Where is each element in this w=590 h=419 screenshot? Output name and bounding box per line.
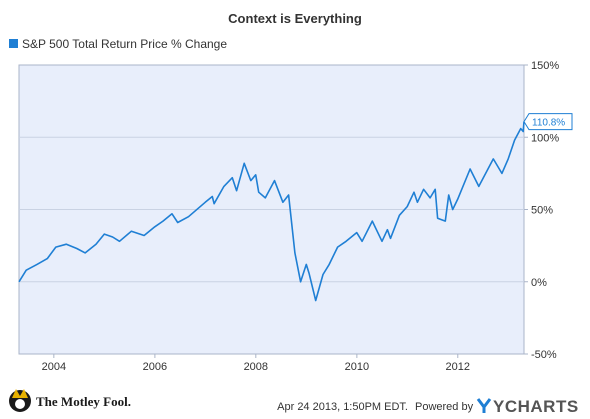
gridlines <box>19 136 524 283</box>
motley-fool-logo: The Motley Fool. <box>9 389 131 412</box>
footer: The Motley Fool. Apr 24 2013, 1:50PM EDT… <box>9 389 579 416</box>
last-value-marker: 110.8% <box>523 113 573 131</box>
x-tick-label: 2006 <box>143 361 167 373</box>
y-tick-label: 50% <box>531 205 553 217</box>
jester-face-icon <box>15 399 25 409</box>
y-tick-label: 0% <box>531 277 547 289</box>
powered-by: Powered by <box>415 401 474 413</box>
x-axis: 2004 2006 2008 2010 2012 <box>42 354 470 373</box>
last-value-label: 110.8% <box>532 118 565 129</box>
series-line-sp500 <box>18 121 525 302</box>
y-tick-label: 150% <box>531 60 559 72</box>
legend-swatch <box>9 39 18 48</box>
x-tick-label: 2004 <box>42 361 66 373</box>
chart-title: Context is Everything <box>228 11 362 26</box>
timestamp: Apr 24 2013, 1:50PM EDT. <box>277 401 408 413</box>
ycharts-y-icon <box>476 398 492 413</box>
x-tick-label: 2008 <box>244 361 268 373</box>
x-tick-label: 2010 <box>345 361 369 373</box>
ycharts-logo[interactable]: YCHARTS <box>476 397 579 416</box>
logo-text: The Motley Fool. <box>36 394 131 409</box>
y-tick-label: -50% <box>531 349 557 361</box>
y-tick-label: 100% <box>531 132 559 144</box>
last-value-flag <box>523 113 573 131</box>
x-tick-label: 2012 <box>446 361 470 373</box>
jester-hat-icon <box>12 389 28 398</box>
y-axis: 150% 100% 50% 0% -50% <box>524 60 559 361</box>
legend[interactable]: S&P 500 Total Return Price % Change <box>9 37 227 51</box>
legend-label: S&P 500 Total Return Price % Change <box>22 37 227 51</box>
ycharts-brand: YCHARTS <box>493 397 579 416</box>
